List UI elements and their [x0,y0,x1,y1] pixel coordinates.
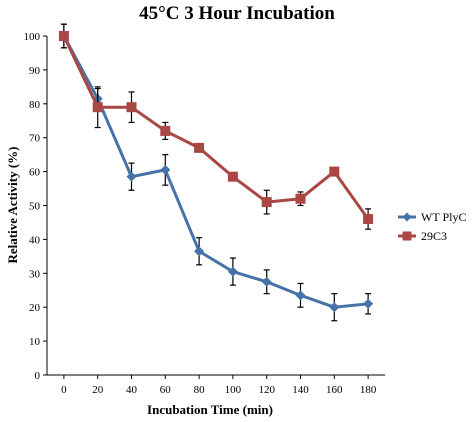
x-tick-label: 180 [360,384,377,396]
x-tick-label: 160 [326,384,343,396]
y-tick-label: 90 [29,65,41,77]
x-tick-label: 60 [160,384,172,396]
x-tick-label: 140 [292,384,309,396]
y-tick-label: 10 [29,336,41,348]
series-line [62,35,369,309]
legend-label: WT PlyC [421,210,466,224]
legend: WT PlyC 29C3 [398,210,466,243]
legend-marker [402,212,412,222]
data-point [329,166,340,177]
data-point [194,246,205,257]
y-axis-ticks: 0 10 20 30 40 50 60 70 80 90 100 [24,31,47,382]
series-layer [58,23,374,322]
y-tick-label: 80 [29,99,41,111]
y-tick-label: 60 [29,167,41,179]
y-tick-label: 20 [29,302,41,314]
y-axis-label: Relative Activity (%) [5,147,20,264]
x-tick-label: 80 [194,384,206,396]
x-tick-label: 120 [258,384,275,396]
legend-item: 29C3 [398,229,447,243]
x-axis-ticks: 0 20 40 60 80 100 120 140 160 180 [61,375,377,396]
series-29c3 [58,23,374,230]
data-point [295,290,306,301]
y-tick-label: 30 [29,268,41,280]
series-wt-plyc [58,23,374,322]
data-point [227,266,238,277]
data-point [126,171,137,182]
data-point [363,298,374,309]
data-point [126,102,137,113]
chart-title: 45°C 3 Hour Incubation [139,3,335,24]
y-tick-label: 40 [29,234,41,246]
data-point [227,171,238,182]
y-tick-label: 50 [29,201,41,213]
data-point [58,31,69,41]
x-tick-label: 20 [92,384,104,396]
legend-marker [402,231,412,241]
x-tick-label: 40 [126,384,138,396]
x-tick-label: 100 [225,384,242,396]
y-tick-label: 100 [24,31,41,43]
legend-item: WT PlyC [398,210,466,224]
legend-label: 29C3 [421,229,447,243]
data-point [329,302,340,313]
data-point [160,125,171,136]
data-point [261,197,272,208]
data-point [261,276,272,287]
data-point [363,214,374,225]
data-point [92,102,103,113]
x-tick-label: 0 [61,384,67,396]
data-point [295,193,306,204]
y-tick-label: 70 [29,133,41,145]
data-point [194,142,205,153]
y-tick-label: 0 [35,370,41,382]
series-line [62,35,370,220]
x-axis-label: Incubation Time (min) [147,402,273,417]
data-point [160,164,171,175]
